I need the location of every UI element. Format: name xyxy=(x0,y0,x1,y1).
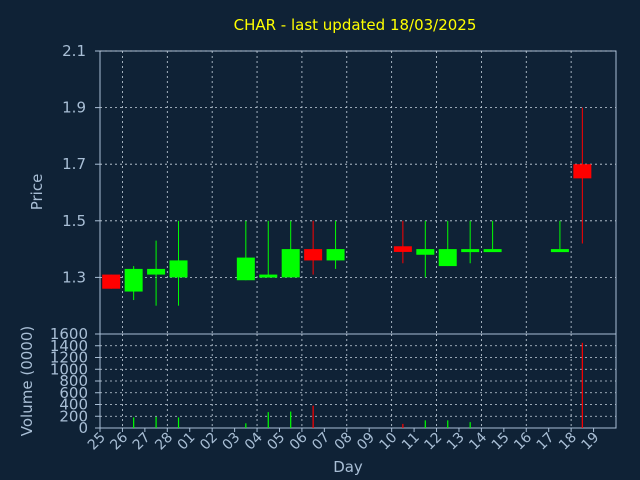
volume-bar xyxy=(267,412,269,428)
volume-grid xyxy=(100,334,616,428)
x-tick-label: 25 xyxy=(85,430,109,454)
price-tick-label: 1.9 xyxy=(62,99,86,117)
x-axis-label: Day xyxy=(333,458,363,476)
price-tick-label: 2.1 xyxy=(62,42,86,60)
candle-body xyxy=(326,249,345,261)
candle-body xyxy=(236,257,255,281)
candles xyxy=(102,107,592,306)
volume-bar xyxy=(402,423,404,428)
x-tick-label: 17 xyxy=(534,430,558,454)
x-tick-label: 16 xyxy=(511,429,535,453)
price-tick-label: 1.5 xyxy=(62,212,86,230)
chart-title: CHAR - last updated 18/03/2025 xyxy=(234,16,477,34)
volume-bar xyxy=(424,420,426,428)
x-tick-label: 12 xyxy=(421,430,445,454)
volume-tick-label: 1600 xyxy=(50,325,88,343)
volume-tick-label: 800 xyxy=(59,372,88,390)
x-tick-label: 10 xyxy=(377,430,401,454)
volume-bar xyxy=(581,342,583,428)
x-tick-label: 14 xyxy=(466,429,490,453)
price-grid xyxy=(100,50,616,334)
volume-tick-label: 1000 xyxy=(50,360,88,378)
x-tick-label: 04 xyxy=(242,429,266,453)
candle-body xyxy=(461,249,480,253)
price-ticks: 2.1 1.9 1.7 1.5 1.3 xyxy=(62,42,100,286)
x-tick-label: 27 xyxy=(130,430,154,454)
candle-body xyxy=(124,268,143,292)
x-tick-label: 03 xyxy=(220,430,244,454)
x-tick-label: 18 xyxy=(556,430,580,454)
volume-bar xyxy=(177,417,180,428)
candle-body xyxy=(169,260,188,278)
x-tick-label: 26 xyxy=(107,429,131,453)
x-tick-label: 07 xyxy=(309,430,333,454)
volume-tick-label: 1200 xyxy=(50,349,88,367)
x-tick-labels: 2526272801020304050607080910111213141516… xyxy=(85,428,602,453)
candle-body xyxy=(281,249,300,278)
price-tick-label: 1.7 xyxy=(62,155,86,173)
volume-bar xyxy=(447,420,449,428)
x-tick-label: 19 xyxy=(578,430,602,454)
x-tick-label: 15 xyxy=(489,430,513,454)
x-tick-label: 09 xyxy=(354,430,378,454)
x-tick-label: 01 xyxy=(175,430,199,454)
volume-tick-label: 400 xyxy=(59,396,88,414)
candle-body xyxy=(416,249,435,255)
volume-tick-label: 600 xyxy=(59,384,88,402)
volume-panel-frame xyxy=(99,333,617,429)
volume-tick-label: 200 xyxy=(59,407,88,425)
candle-body xyxy=(483,249,502,253)
volume-bar xyxy=(245,423,247,428)
x-tick-label: 28 xyxy=(152,430,176,454)
candle-body xyxy=(438,249,457,267)
volume-bar xyxy=(290,411,292,428)
x-tick-label: 13 xyxy=(444,430,468,454)
x-tick-label: 11 xyxy=(399,430,423,454)
volume-bar xyxy=(469,422,471,428)
candle-body xyxy=(102,274,121,289)
candle-body xyxy=(147,268,166,275)
candle-body xyxy=(304,249,323,261)
candle-body xyxy=(550,249,569,253)
volume-bar xyxy=(312,405,314,428)
volume-tick-label: 1400 xyxy=(50,337,88,355)
volume-tick-label: 0 xyxy=(78,419,88,437)
volume-bar xyxy=(133,417,135,428)
x-tick-label: 06 xyxy=(287,429,311,453)
volume-axis-label: Volume (0000) xyxy=(18,326,36,436)
price-tick-label: 1.3 xyxy=(62,268,86,286)
volume-bar xyxy=(155,416,157,428)
candle-body xyxy=(573,164,592,179)
x-tick-label: 05 xyxy=(264,430,288,454)
x-tick-label: 08 xyxy=(332,430,356,454)
x-tick-label: 02 xyxy=(197,430,221,454)
candle-body xyxy=(259,274,278,278)
candle-body xyxy=(393,246,412,252)
price-panel-frame xyxy=(99,50,617,335)
volume-bars xyxy=(133,342,583,428)
price-axis-label: Price xyxy=(28,174,46,211)
